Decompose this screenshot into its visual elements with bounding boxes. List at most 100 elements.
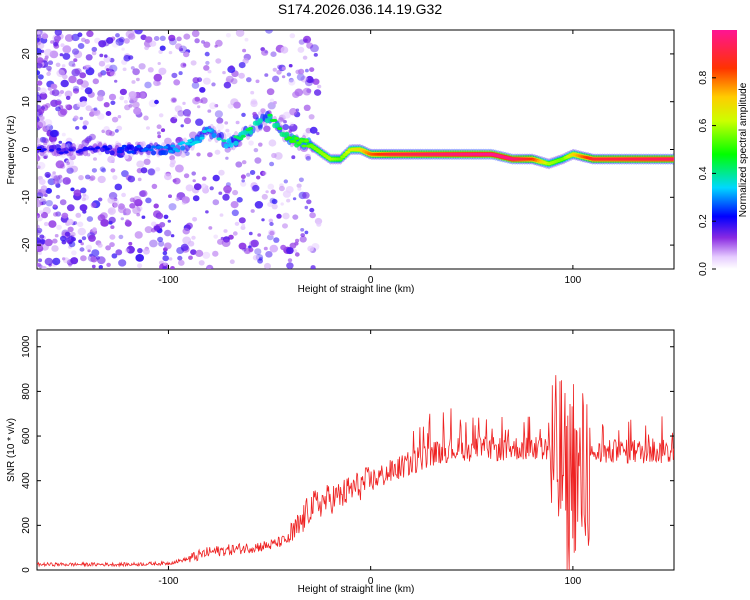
noise-blob: [273, 101, 277, 105]
noise-blob: [188, 255, 193, 260]
noise-blob: [106, 68, 110, 72]
noise-blob: [177, 110, 185, 117]
noise-blob: [114, 79, 118, 83]
ridge-blob: [167, 149, 174, 153]
noise-blob: [261, 193, 268, 200]
noise-blob: [62, 45, 72, 54]
noise-blob: [103, 102, 110, 108]
noise-blob: [136, 160, 145, 168]
noise-blob: [276, 69, 282, 75]
noise-blob: [106, 37, 114, 44]
noise-blob: [37, 111, 40, 117]
noise-blob: [108, 93, 117, 101]
noise-blob: [170, 116, 178, 124]
noise-blob: [281, 75, 286, 79]
noise-blob: [37, 108, 45, 115]
noise-blob: [106, 262, 111, 267]
noise-blob: [37, 37, 40, 43]
noise-blob: [153, 203, 159, 209]
noise-blob: [41, 211, 48, 219]
noise-blob: [123, 100, 128, 104]
noise-blob: [156, 124, 162, 129]
ridge-blob: [233, 140, 239, 146]
noise-blob: [185, 184, 194, 192]
noise-blob: [264, 73, 269, 77]
noise-blob: [37, 137, 41, 144]
noise-blob: [55, 62, 61, 67]
noise-blob: [302, 55, 308, 60]
noise-blob: [156, 81, 162, 86]
ridge-blob: [129, 150, 135, 154]
noise-blob: [131, 80, 136, 84]
noise-blob: [289, 108, 298, 116]
noise-blob: [230, 98, 239, 106]
noise-blob: [55, 194, 61, 199]
ridge-blob: [301, 144, 307, 148]
noise-blob: [219, 213, 224, 217]
noise-blob: [52, 204, 57, 208]
noise-blob: [291, 155, 296, 160]
noise-blob: [46, 71, 51, 76]
noise-blob: [137, 263, 143, 269]
noise-blob: [269, 161, 275, 167]
noise-blob: [123, 154, 129, 160]
noise-blob: [122, 67, 127, 72]
noise-blob: [90, 255, 98, 263]
noise-blob: [71, 63, 76, 68]
noise-blob: [49, 50, 59, 59]
noise-blob: [312, 78, 320, 85]
noise-blob: [213, 234, 218, 239]
spectrogram-y-axis: -20 -10 0 10 20: [21, 48, 674, 252]
noise-blob: [80, 80, 89, 88]
noise-blob: [262, 171, 267, 176]
noise-blob: [214, 110, 223, 118]
ridge-blob: [51, 144, 57, 150]
noise-blob: [92, 227, 97, 232]
noise-blob: [141, 215, 146, 219]
noise-blob: [43, 119, 53, 127]
noise-blob: [180, 152, 186, 158]
noise-blob: [300, 228, 305, 232]
noise-blob: [229, 259, 235, 265]
noise-blob: [238, 217, 246, 224]
noise-blob: [117, 203, 125, 210]
noise-blob: [153, 36, 160, 41]
noise-blob: [74, 68, 82, 75]
noise-blob: [195, 249, 204, 257]
x-tick-label: -100: [158, 275, 178, 286]
noise-blob: [174, 105, 183, 113]
noise-blob: [135, 254, 144, 262]
ridge-blob: [337, 157, 343, 161]
noise-blob: [310, 44, 319, 53]
snr-x-label: Height of straight line (km): [298, 584, 415, 595]
noise-blob: [37, 94, 42, 103]
noise-blob: [304, 38, 308, 42]
noise-blob: [246, 172, 251, 177]
noise-blob: [240, 174, 246, 179]
ridge-blob: [150, 150, 157, 156]
noise-blob: [214, 44, 218, 48]
noise-blob: [47, 87, 52, 91]
noise-blob: [85, 54, 93, 61]
noise-blob: [168, 194, 172, 198]
y-tick-label: 400: [21, 472, 32, 489]
noise-blob: [270, 51, 277, 57]
noise-blob: [111, 41, 119, 48]
noise-blob: [52, 238, 58, 244]
noise-blob: [51, 89, 60, 97]
noise-blob: [177, 255, 183, 261]
noise-blob: [183, 51, 190, 58]
ridge-blob: [95, 146, 101, 150]
noise-blob: [99, 166, 106, 172]
noise-blob: [84, 39, 90, 44]
noise-blob: [191, 171, 196, 176]
noise-blob: [181, 196, 190, 204]
noise-blob: [121, 192, 126, 198]
ridge-blob: [143, 147, 149, 151]
colorbar-tick-label: 0.0: [698, 262, 709, 276]
noise-blob: [257, 233, 262, 237]
noise-blob: [182, 101, 186, 105]
noise-blob: [37, 227, 43, 234]
noise-blob: [227, 103, 234, 109]
